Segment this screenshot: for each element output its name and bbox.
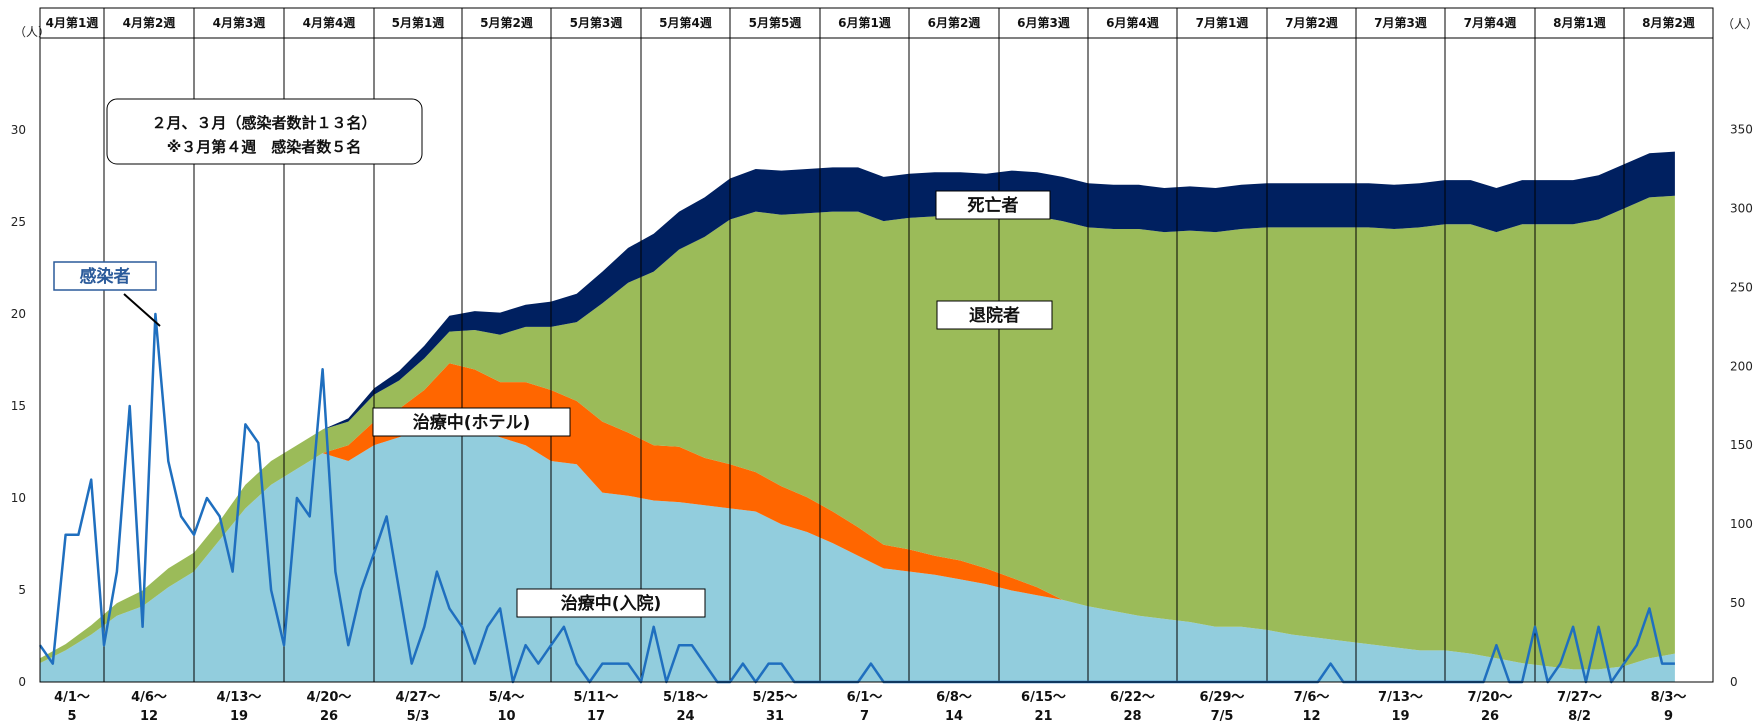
discharged-label-box <box>936 300 1053 330</box>
area-series-3 <box>40 151 1675 659</box>
week-header-label: 6月第2週 <box>928 15 981 30</box>
week-header-label: 7月第4週 <box>1464 15 1517 30</box>
note-box <box>106 98 423 165</box>
dead-label-box <box>935 190 1051 220</box>
hospital-label-box <box>516 588 706 618</box>
infected-pointer <box>123 293 161 327</box>
left-axis-unit: （人） <box>14 25 50 39</box>
x-tick-label-bottom: 8/2 <box>1568 709 1591 724</box>
week-header-label: 7月第1週 <box>1196 15 1249 30</box>
x-tick-label-bottom: 19 <box>1391 709 1409 724</box>
left-axis-tick: 5 <box>18 583 26 597</box>
x-tick-label-bottom: 21 <box>1034 709 1052 724</box>
x-tick-label-bottom: 17 <box>587 709 605 724</box>
left-axis-tick: 25 <box>11 215 26 229</box>
infected-label-box <box>53 261 157 291</box>
week-header-label: 7月第2週 <box>1285 15 1338 30</box>
left-axis-tick: 30 <box>11 123 26 137</box>
x-tick-label-top: 6/22～ <box>1110 690 1155 705</box>
x-tick-label-top: 7/13～ <box>1378 690 1423 705</box>
x-tick-label-bottom: 12 <box>140 709 158 724</box>
right-axis-tick: 50 <box>1730 596 1745 610</box>
left-axis-tick: 0 <box>18 675 26 689</box>
right-axis-tick: 0 <box>1730 675 1738 689</box>
week-header-label: 6月第3週 <box>1017 15 1070 30</box>
x-tick-label-top: 5/11～ <box>574 690 619 705</box>
left-axis-tick: 20 <box>11 307 26 321</box>
week-header-label: 5月第1週 <box>392 15 445 30</box>
week-header-label: 8月第2週 <box>1642 15 1695 30</box>
x-tick-label-top: 4/1～ <box>54 690 90 705</box>
stacked-area-series <box>40 151 1675 682</box>
x-tick-label-top: 4/6～ <box>131 690 167 705</box>
week-header-label: 5月第4週 <box>659 15 712 30</box>
left-axis-tick: 10 <box>11 491 26 505</box>
week-header: 4月第1週 4月第2週 4月第3週 4月第4週 5月第1週 5月第2週 5月第3週 5月第4週… <box>46 15 1695 30</box>
axes: 4/1～ 5 4/6～ 12 4/13～ 19 4/20～ 26 4/27～ 5/3 5/4～ 10 5… <box>11 7 1758 724</box>
dead-label: 死亡者 <box>968 195 1019 216</box>
discharged-label: 退院者 <box>969 305 1020 326</box>
x-tick-label-top: 7/6～ <box>1294 690 1330 705</box>
x-tick-label-bottom: 28 <box>1123 709 1141 724</box>
area-series-0 <box>40 426 1675 682</box>
week-header-label: 5月第5週 <box>749 15 802 30</box>
x-tick-label-bottom: 19 <box>230 709 248 724</box>
x-tick-label-bottom: 5 <box>67 709 76 724</box>
week-header-label: 5月第2週 <box>480 15 533 30</box>
right-axis-tick: 250 <box>1730 280 1753 294</box>
x-tick-label-bottom: 26 <box>1481 709 1499 724</box>
x-tick-label-bottom: 7/5 <box>1211 709 1234 724</box>
x-tick-label-top: 6/15～ <box>1021 690 1066 705</box>
x-tick-label-top: 4/13～ <box>217 690 262 705</box>
note-line-1: ２月、３月（感染者数計１３名） <box>151 114 376 132</box>
x-tick-label-bottom: 12 <box>1302 709 1320 724</box>
x-tick-label-bottom: 24 <box>676 709 694 724</box>
week-header-label: 4月第4週 <box>303 15 356 30</box>
week-header-label: 8月第1週 <box>1553 15 1606 30</box>
x-tick-label-bottom: 7 <box>860 709 869 724</box>
x-tick-label-bottom: 10 <box>497 709 515 724</box>
note-line-2: ※３月第４週 感染者数５名 <box>167 138 362 156</box>
week-header-label: 7月第3週 <box>1374 15 1427 30</box>
x-tick-label-top: 5/4～ <box>489 690 525 705</box>
x-tick-label-bottom: 5/3 <box>407 709 430 724</box>
x-tick-label-bottom: 9 <box>1664 709 1673 724</box>
right-axis-unit: （人） <box>1722 17 1758 31</box>
hotel-label-box <box>372 407 571 437</box>
week-header-label: 6月第4週 <box>1106 15 1159 30</box>
x-tick-label-bottom: 26 <box>320 709 338 724</box>
x-tick-label-top: 8/3～ <box>1651 690 1687 705</box>
right-axis-tick: 150 <box>1730 438 1753 452</box>
x-tick-label-bottom: 31 <box>766 709 784 724</box>
x-tick-label-top: 4/27～ <box>396 690 441 705</box>
right-axis-tick: 350 <box>1730 123 1753 137</box>
right-axis-tick: 300 <box>1730 201 1753 215</box>
x-tick-label-top: 6/29～ <box>1200 690 1245 705</box>
week-header-label: 4月第1週 <box>46 15 99 30</box>
week-header-label: 4月第3週 <box>213 15 266 30</box>
x-tick-label-top: 7/20～ <box>1468 690 1513 705</box>
left-axis-tick: 15 <box>11 399 26 413</box>
infected-label: 感染者 <box>80 266 131 287</box>
week-header-label: 6月第1週 <box>838 15 891 30</box>
week-header-label: 5月第3週 <box>570 15 623 30</box>
right-axis-tick: 200 <box>1730 359 1753 373</box>
x-tick-label-top: 4/20～ <box>307 690 352 705</box>
plot-frame <box>39 7 1714 683</box>
hospital-label: 治療中(入院) <box>561 593 662 614</box>
x-tick-label-top: 7/27～ <box>1557 690 1602 705</box>
area-series-2 <box>40 195 1675 670</box>
x-tick-label-top: 6/8～ <box>936 690 972 705</box>
x-tick-label-top: 6/1～ <box>847 690 883 705</box>
x-tick-label-bottom: 14 <box>945 709 963 724</box>
x-tick-label-top: 5/18～ <box>663 690 708 705</box>
x-tick-label-top: 5/25～ <box>753 690 798 705</box>
right-axis-tick: 100 <box>1730 517 1753 531</box>
hotel-label: 治療中(ホテル) <box>413 412 531 433</box>
week-header-label: 4月第2週 <box>123 15 176 30</box>
